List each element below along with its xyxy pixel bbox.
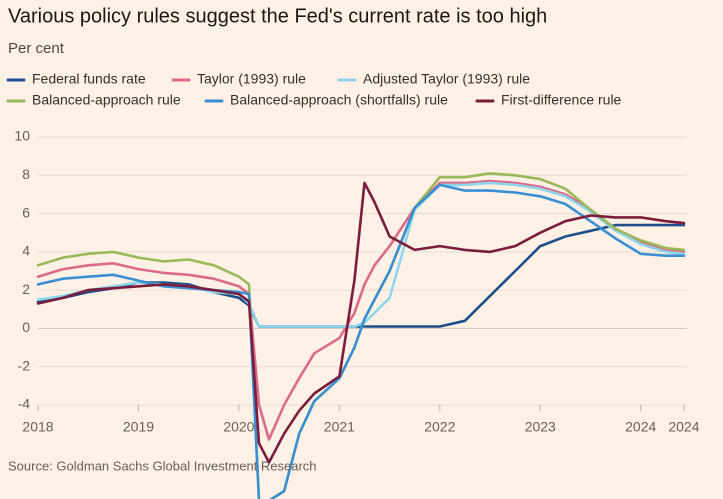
legend-label: Federal funds rate xyxy=(32,71,146,87)
legend: Federal funds rate Taylor (1993) rule Adju… xyxy=(6,71,622,108)
x-tick-label: 2024 xyxy=(668,419,699,435)
x-tick-label: 2023 xyxy=(525,419,556,435)
y-tick-label: 2 xyxy=(22,281,30,297)
legend-label: Balanced-approach rule xyxy=(32,92,181,108)
legend-label: Balanced-approach (shortfalls) rule xyxy=(230,92,448,108)
y-tick-label: 4 xyxy=(22,243,30,259)
plot-lines xyxy=(36,172,686,499)
series-line xyxy=(36,181,686,464)
x-tick-label: 2021 xyxy=(324,419,355,435)
x-tick-label: 2020 xyxy=(223,419,254,435)
grid: -4 -2 0 2 4 6 8 10 2018 2019 2020 2021 2022 2023 2024 2… xyxy=(14,128,699,435)
y-tick-label: -4 xyxy=(18,396,31,412)
legend-label: Taylor (1993) rule xyxy=(197,71,306,87)
y-tick-label: 8 xyxy=(22,166,30,182)
series-line xyxy=(36,181,686,328)
y-tick-label: 6 xyxy=(22,204,30,220)
chart-title: Various policy rules suggest the Fed's c… xyxy=(8,5,547,27)
x-tick-label: 2019 xyxy=(123,419,154,435)
y-tick-label: -2 xyxy=(18,357,31,373)
x-tick-label: 2022 xyxy=(424,419,455,435)
chart-subtitle: Per cent xyxy=(8,40,65,57)
y-tick-label: 0 xyxy=(22,319,30,335)
legend-label: Adjusted Taylor (1993) rule xyxy=(363,71,530,87)
y-tick-label: 10 xyxy=(14,128,30,144)
legend-label: First-difference rule xyxy=(501,92,622,108)
series-line xyxy=(36,223,686,328)
x-tick-label: 2024 xyxy=(625,419,656,435)
source: Source: Goldman Sachs Global Investment … xyxy=(8,458,317,473)
series-line xyxy=(36,183,686,499)
x-tick-label: 2018 xyxy=(22,419,53,435)
